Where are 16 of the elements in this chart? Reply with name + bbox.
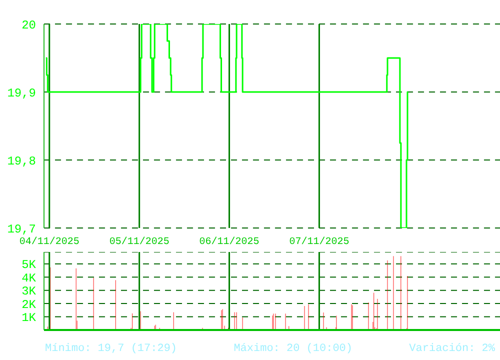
y-tick-label: 19,9 bbox=[7, 86, 36, 100]
y-tick-label: 2K bbox=[22, 298, 37, 312]
text: Máximo: 20 (10:00) bbox=[234, 343, 353, 355]
y-tick-label: 20 bbox=[22, 18, 36, 32]
y-tick-label: 19,8 bbox=[7, 154, 36, 168]
x-tick-label: 06/11/2025 bbox=[199, 236, 260, 248]
text: Variación: 2% bbox=[409, 343, 495, 355]
x-tick-label: 05/11/2025 bbox=[109, 236, 170, 248]
text: Mínimo: 19,7 (17:29) bbox=[45, 343, 178, 355]
x-tick-label: 04/11/2025 bbox=[19, 236, 80, 248]
y-tick-label: 3K bbox=[22, 284, 37, 299]
y-tick-label: 19,7 bbox=[7, 222, 36, 236]
y-tick-label: 5K bbox=[22, 258, 37, 272]
x-tick-label: 07/11/2025 bbox=[289, 236, 350, 248]
y-tick-label: 1K bbox=[22, 311, 37, 326]
y-tick-label: 4K bbox=[22, 271, 37, 286]
